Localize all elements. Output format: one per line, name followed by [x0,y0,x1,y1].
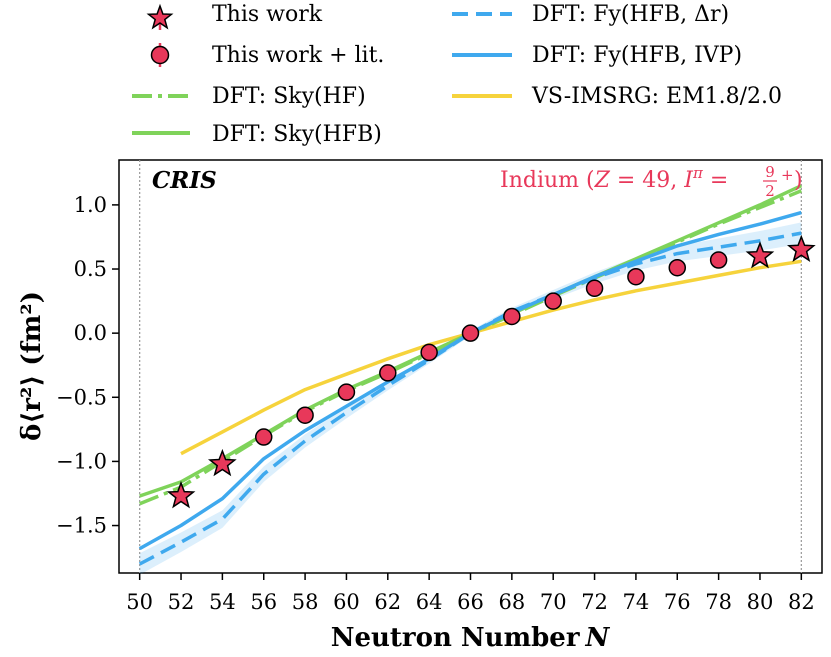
x-tick-label: 60 [333,590,360,614]
x-tick-label: 66 [457,590,484,614]
y-tick-label: 0.5 [74,257,107,281]
x-tick-label: 72 [581,590,608,614]
star-point [745,241,775,269]
legend-circle-icon [150,45,170,65]
circle-point [461,324,480,342]
indium-eq: = 49, [610,168,684,193]
x-tick-label: 70 [540,590,567,614]
circle-point [709,251,728,269]
circle-point [585,279,604,298]
star-point [787,234,816,263]
y-tick-label: 1.0 [74,193,107,217]
indium-label: Indium (Z = 49, Iπ = [500,164,728,193]
x-tick-label: 64 [416,590,443,614]
legend-entry-fy-ivp: DFT: Fy(HFB, IVP) [452,43,742,68]
y-axis: −1.5 −1.0 −0.5 0.0 0.5 1.0 [56,193,119,538]
x-axis-title: Neutron Number N [331,623,611,653]
indium-frac-num: 9 [765,163,775,181]
series-line-4 [180,259,802,456]
circle-point [503,307,521,326]
circle-point [420,343,438,362]
x-tick-label: 80 [747,590,774,614]
star-point [207,448,237,477]
legend-label-fy-ivp: DFT: Fy(HFB, IVP) [532,43,742,68]
circle-point [337,383,356,401]
x-tick-label: 74 [623,590,650,614]
x-tick-label: 52 [168,590,195,614]
x-tick-label: 56 [250,590,277,614]
series-line-2 [138,231,802,566]
indium-pi: π [692,164,704,182]
circle-point [627,267,645,286]
uncertainty-bands [139,222,802,575]
circle-point [296,406,314,424]
circle-point [668,258,687,277]
y-tick-label: 0.0 [74,321,107,345]
indium-sup: + [781,166,794,184]
x-tick-label: 68 [498,590,525,614]
y-axis-title: δ⟨r²⟩ (fm²) [17,291,47,441]
indium-frac-den: 2 [765,182,775,200]
x-tick-label: 82 [788,590,815,614]
star-point [166,480,196,509]
indium-z: Z [594,168,611,193]
legend-label-this-work-lit: This work + lit. [212,43,384,68]
x-axis-title-text: Neutron Number [331,623,580,653]
x-axis-title-var: N [585,623,611,653]
legend: This work This work + lit. DFT: Sky(HF) … [132,2,782,147]
y-tick-label: −0.5 [56,385,107,409]
data-markers [166,234,816,509]
legend-entry-sky-hf: DFT: Sky(HF) [132,84,366,109]
indium-i: I [683,168,694,193]
circle-point [544,292,562,310]
legend-label-this-work: This work [212,2,323,27]
x-tick-label: 58 [292,590,319,614]
x-tick-label: 62 [374,590,401,614]
legend-label-imsrg: VS-IMSRG: EM1.8/2.0 [531,84,782,109]
fy-band [139,222,802,575]
legend-entry-sky-hfb: DFT: Sky(HFB) [132,122,382,147]
indium-eq2: = [703,168,728,193]
legend-entry-imsrg: VS-IMSRG: EM1.8/2.0 [452,84,782,109]
legend-label-sky-hf: DFT: Sky(HF) [212,84,366,109]
indium-prefix: Indium ( [500,168,595,193]
cris-label: CRIS [152,167,217,194]
y-tick-label: −1.5 [56,514,107,538]
legend-star-icon [146,3,174,30]
indium-close: ) [794,168,803,193]
x-tick-label: 54 [209,590,236,614]
circle-point [254,428,273,446]
x-axis: 50 52 54 56 58 60 62 64 66 68 70 72 74 76 78 80 82 [126,573,815,614]
circle-point [379,364,397,382]
legend-label-fy-dr: DFT: Fy(HFB, Δr) [532,2,729,27]
legend-entry-fy-dr: DFT: Fy(HFB, Δr) [452,2,729,27]
legend-label-sky-hfb: DFT: Sky(HFB) [212,122,382,147]
x-tick-label: 78 [705,590,732,614]
reference-lines [139,160,802,573]
legend-entry-this-work-lit: This work + lit. [150,43,384,68]
x-tick-label: 50 [126,590,153,614]
legend-entry-this-work: This work [146,2,323,30]
x-tick-label: 76 [664,590,691,614]
y-tick-label: −1.0 [56,449,107,473]
